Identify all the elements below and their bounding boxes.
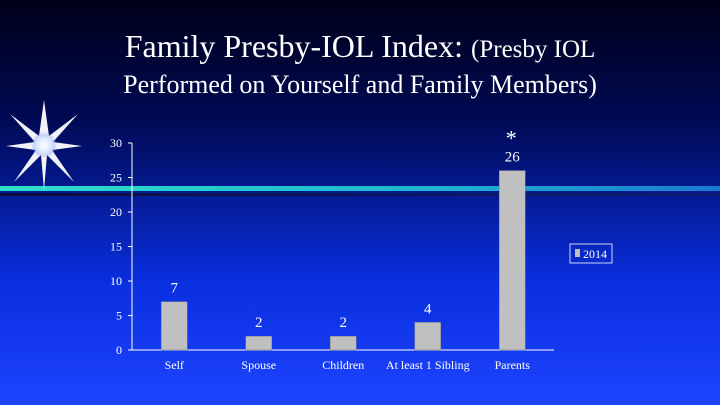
y-tick-label: 15 — [110, 240, 122, 254]
bar — [499, 170, 526, 351]
x-tick-label: Spouse — [241, 358, 276, 372]
data-label: 2 — [340, 315, 348, 331]
data-label: 7 — [171, 281, 179, 297]
x-tick-label: Self — [165, 358, 184, 372]
accent-stripe-shadow — [0, 193, 720, 196]
sparkle-icon — [6, 100, 82, 190]
data-label: 2 — [255, 315, 263, 331]
x-tick-label: Parents — [495, 358, 531, 372]
page-subtitle: Performed on Yourself and Family Members… — [123, 70, 597, 99]
asterisk-annotation: * — [506, 126, 517, 151]
y-tick-label: 5 — [116, 309, 122, 323]
bar — [161, 301, 188, 351]
bar — [245, 335, 272, 351]
y-tick-label: 20 — [110, 205, 122, 219]
legend-box — [569, 243, 613, 264]
bar — [330, 335, 357, 351]
x-tick-label: Children — [322, 358, 364, 372]
bar — [414, 322, 441, 351]
legend-label: 2014 — [583, 247, 607, 261]
accent-stripe — [0, 186, 720, 191]
y-tick-label: 10 — [110, 274, 122, 288]
y-tick-label: 0 — [116, 343, 122, 357]
page-title: Family Presby-IOL Index: (Presby IOL — [0, 28, 720, 65]
x-tick-label: At least 1 Sibling — [386, 358, 470, 372]
y-tick-label: 30 — [110, 136, 122, 150]
data-label: 4 — [424, 301, 432, 317]
legend-swatch — [575, 249, 580, 257]
y-tick-label: 25 — [110, 171, 122, 185]
title-paren: (Presby IOL — [471, 36, 596, 63]
data-label: 26 — [505, 150, 521, 166]
title-main: Family Presby-IOL Index: — [124, 28, 464, 64]
